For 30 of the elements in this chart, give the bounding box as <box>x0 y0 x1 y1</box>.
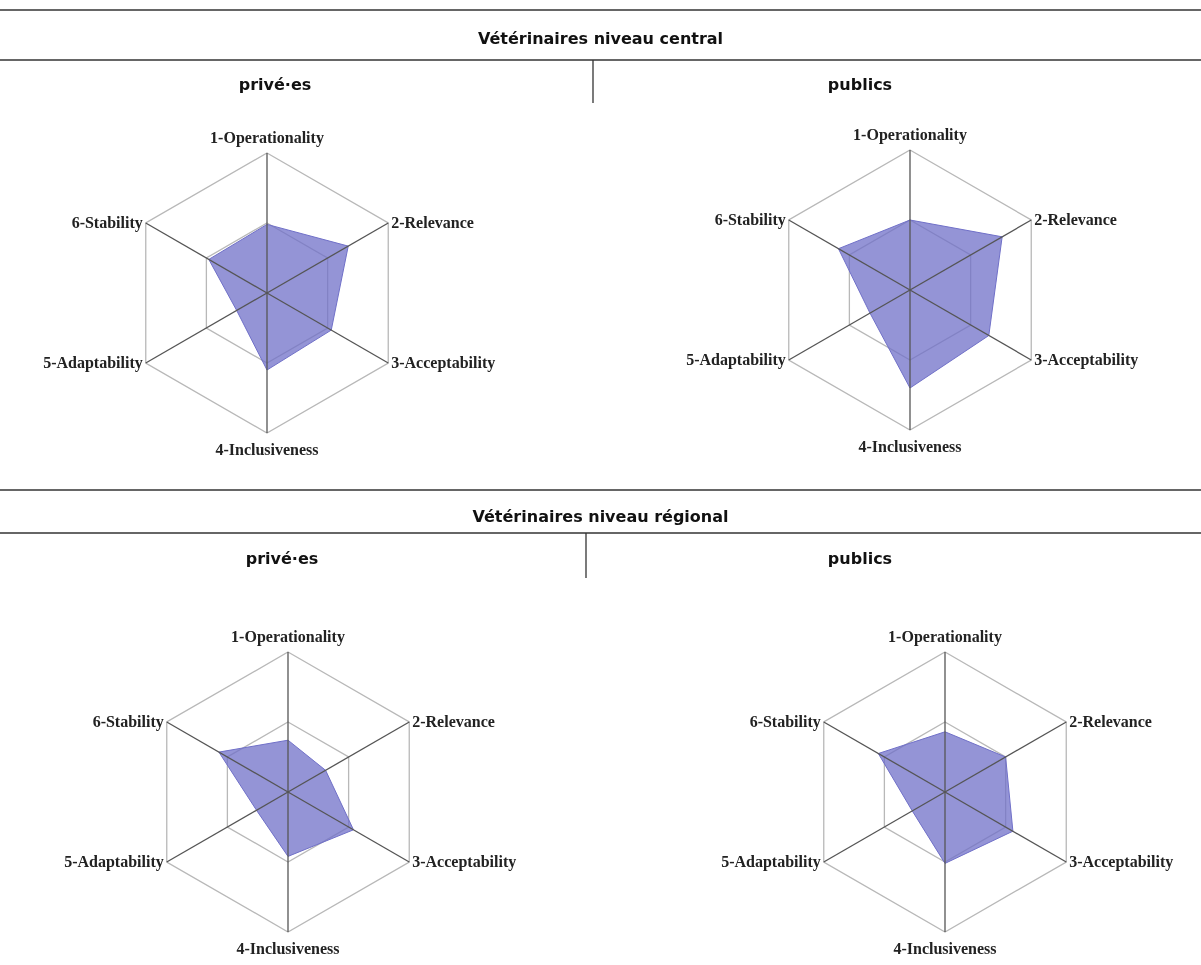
spoke-label: 5-Adaptability <box>686 351 786 369</box>
spoke-label: 3-Acceptability <box>1034 351 1139 369</box>
spoke-label: 5-Adaptability <box>64 853 164 871</box>
spoke-label: 3-Acceptability <box>412 853 517 871</box>
spoke-label: 1-Operationality <box>888 628 1002 646</box>
text: Vétérinaires niveau central <box>477 29 724 48</box>
spoke-label: 6-Stability <box>71 214 143 232</box>
spoke-label: 5-Adaptability <box>721 853 821 871</box>
spoke-label: 4-Inclusiveness <box>215 441 319 458</box>
spoke-label: 1-Operationality <box>210 129 324 147</box>
chart-subtitle: privé·es <box>238 75 312 94</box>
spoke-label: 6-Stability <box>749 713 821 731</box>
chart-subtitle: publics <box>827 75 893 94</box>
spoke-label: 4-Inclusiveness <box>236 940 340 957</box>
chart-subtitle: publics <box>827 549 893 568</box>
spoke-label: 2-Relevance <box>391 214 474 231</box>
spoke-label: 2-Relevance <box>412 713 495 730</box>
spoke-label: 2-Relevance <box>1069 713 1152 730</box>
spoke-label: 6-Stability <box>92 713 164 731</box>
spoke-label: 1-Operationality <box>231 628 345 646</box>
spoke-label: 6-Stability <box>714 211 786 229</box>
spoke-label: 5-Adaptability <box>43 354 143 372</box>
spoke-label: 3-Acceptability <box>1069 853 1174 871</box>
spoke-label: 4-Inclusiveness <box>893 940 997 957</box>
text: Vétérinaires niveau régional <box>472 507 729 526</box>
spoke-label: 1-Operationality <box>853 126 967 144</box>
spoke-label: 3-Acceptability <box>391 354 496 372</box>
chart-subtitle: privé·es <box>245 549 319 568</box>
spoke-label: 4-Inclusiveness <box>858 438 962 455</box>
spoke-label: 2-Relevance <box>1034 211 1117 228</box>
